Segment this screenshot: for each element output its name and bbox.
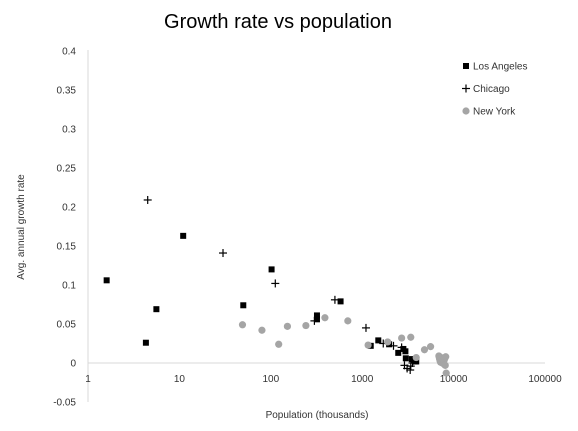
data-point-chicago xyxy=(219,249,228,258)
data-point-los-angeles xyxy=(103,277,110,284)
data-point-new-york xyxy=(302,321,310,330)
x-tick-label: 100000 xyxy=(528,374,562,385)
x-tick-label: 10000 xyxy=(440,374,468,385)
data-point-los-angeles xyxy=(375,337,382,344)
data-point-los-angeles xyxy=(402,348,409,355)
data-point-los-angeles xyxy=(337,298,344,305)
data-point-new-york xyxy=(420,346,429,354)
data-point-los-angeles xyxy=(153,306,160,313)
data-point-new-york xyxy=(321,314,329,322)
data-point-los-angeles xyxy=(180,232,187,239)
y-tick-label: 0.35 xyxy=(57,86,77,97)
series-chicago xyxy=(143,195,418,375)
data-point-new-york xyxy=(364,341,372,349)
y-tick-label: -0.05 xyxy=(53,398,76,409)
data-point-new-york xyxy=(344,317,352,325)
legend-marker-chicago xyxy=(462,84,470,93)
x-tick-label: 1 xyxy=(85,374,91,385)
data-point-new-york xyxy=(258,326,266,334)
legend-item-los-angeles: Los Angeles xyxy=(463,62,528,73)
series-new-york xyxy=(238,314,450,377)
data-point-los-angeles xyxy=(268,266,275,273)
y-axis-label: Avg. annual growth rate xyxy=(16,174,27,280)
legend-item-chicago: Chicago xyxy=(462,84,510,95)
data-point-new-york xyxy=(283,322,292,330)
data-point-new-york xyxy=(426,343,435,351)
data-point-los-angeles xyxy=(313,316,320,323)
y-tick-label: 0.2 xyxy=(62,203,76,214)
y-tick-label: 0.05 xyxy=(57,320,77,331)
data-point-los-angeles xyxy=(402,355,409,362)
chart-title: Growth rate vs population xyxy=(164,11,392,33)
legend-label: New York xyxy=(473,107,516,118)
data-point-new-york xyxy=(442,369,450,377)
data-point-new-york xyxy=(275,340,283,348)
legend: Los Angeles Chicago New York xyxy=(462,62,528,118)
data-point-los-angeles xyxy=(413,358,420,365)
y-tick-label: 0.25 xyxy=(57,164,77,175)
x-axis-label: Population (thousands) xyxy=(266,410,369,421)
data-point-new-york xyxy=(384,338,392,346)
x-tick-label: 10 xyxy=(174,374,186,385)
series-los-angeles xyxy=(103,232,420,365)
legend-item-new-york: New York xyxy=(462,107,516,118)
data-point-chicago xyxy=(397,343,406,352)
legend-label: Los Angeles xyxy=(473,62,528,73)
y-tick-label: 0.4 xyxy=(62,47,76,58)
data-point-chicago xyxy=(271,279,280,288)
y-tick-label: 0 xyxy=(70,359,76,370)
data-point-new-york xyxy=(407,333,415,341)
x-tick-label: 100 xyxy=(262,374,279,385)
y-tick-labels: -0.05 0 0.05 0.1 0.15 0.2 0.25 0.3 0.35 0.4 xyxy=(53,47,76,409)
x-tick-label: 1000 xyxy=(351,374,374,385)
legend-marker-los-angeles xyxy=(463,63,469,69)
legend-marker-new-york xyxy=(462,107,470,115)
data-point-chicago xyxy=(389,341,398,350)
data-point-new-york xyxy=(398,334,406,342)
y-tick-label: 0.1 xyxy=(62,281,76,292)
data-point-los-angeles xyxy=(142,339,149,346)
data-point-new-york xyxy=(442,353,450,361)
data-point-los-angeles xyxy=(313,312,320,319)
data-point-new-york xyxy=(441,361,449,369)
y-tick-label: 0.3 xyxy=(62,125,76,136)
data-point-los-angeles xyxy=(395,349,402,356)
x-tick-labels: 1 10 100 1000 10000 100000 xyxy=(85,374,562,385)
y-tick-label: 0.15 xyxy=(57,242,77,253)
data-points xyxy=(103,195,450,377)
data-point-chicago xyxy=(310,316,319,325)
data-point-chicago xyxy=(361,323,370,332)
legend-label: Chicago xyxy=(473,84,510,95)
data-point-new-york xyxy=(412,353,420,362)
data-point-chicago xyxy=(330,295,339,304)
data-point-new-york xyxy=(238,321,247,329)
data-point-los-angeles xyxy=(240,302,247,309)
data-point-chicago xyxy=(143,195,152,204)
